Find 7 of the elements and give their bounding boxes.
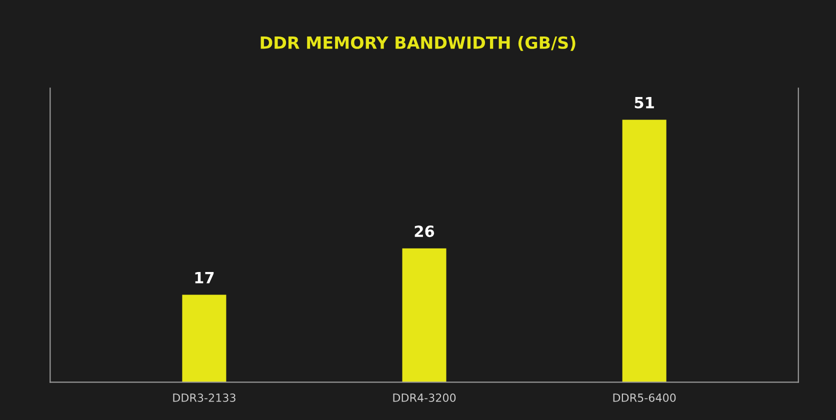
data-label: 17 [195, 272, 214, 284]
x-tick-label: DDR4-3200 [393, 394, 456, 402]
x-tick-label: DDR3-2133 [173, 394, 236, 402]
data-label: 51 [634, 97, 654, 108]
data-label: 26 [414, 226, 434, 238]
chart-title: DDR MEMORY BANDWIDTH (GB/S) [260, 36, 576, 51]
x-tick-label: DDR5-6400 [613, 394, 676, 402]
